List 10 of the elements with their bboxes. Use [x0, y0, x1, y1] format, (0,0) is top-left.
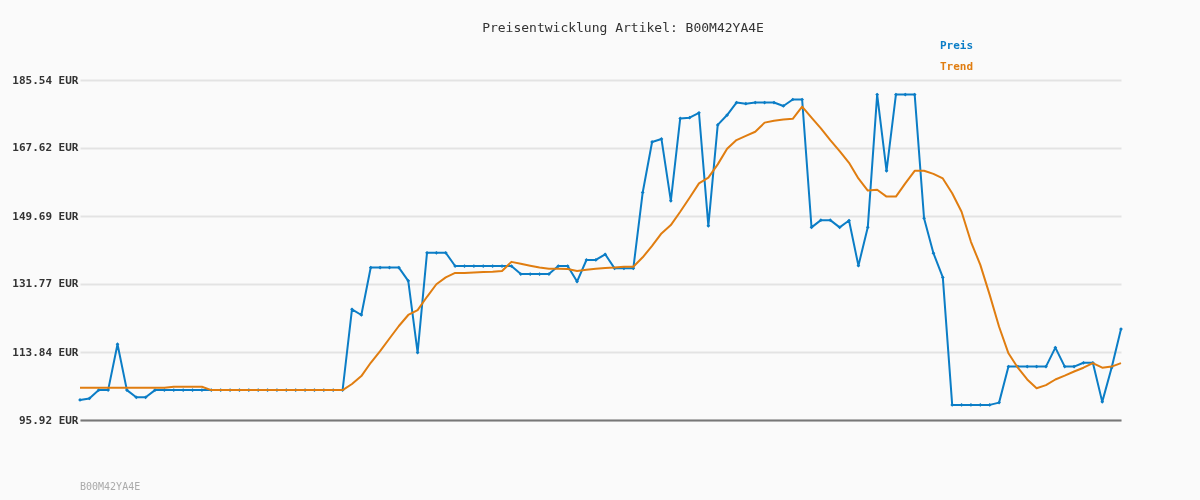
y-tick-label: 185.54 EUR	[12, 73, 79, 87]
y-tick-label: 95.92 EUR	[18, 413, 79, 427]
text: Trend	[940, 60, 974, 73]
y-tick-label: 149.69 EUR	[12, 209, 79, 223]
chart-title: Preisentwicklung Artikel: B00M42YA4E	[482, 20, 764, 35]
y-tick-label: 131.77 EUR	[12, 277, 79, 291]
y-tick-label: 167.62 EUR	[12, 141, 79, 155]
text: B00M42YA4E	[80, 481, 141, 492]
text: Preis	[940, 39, 974, 52]
y-tick-label: 113.84 EUR	[12, 345, 79, 359]
